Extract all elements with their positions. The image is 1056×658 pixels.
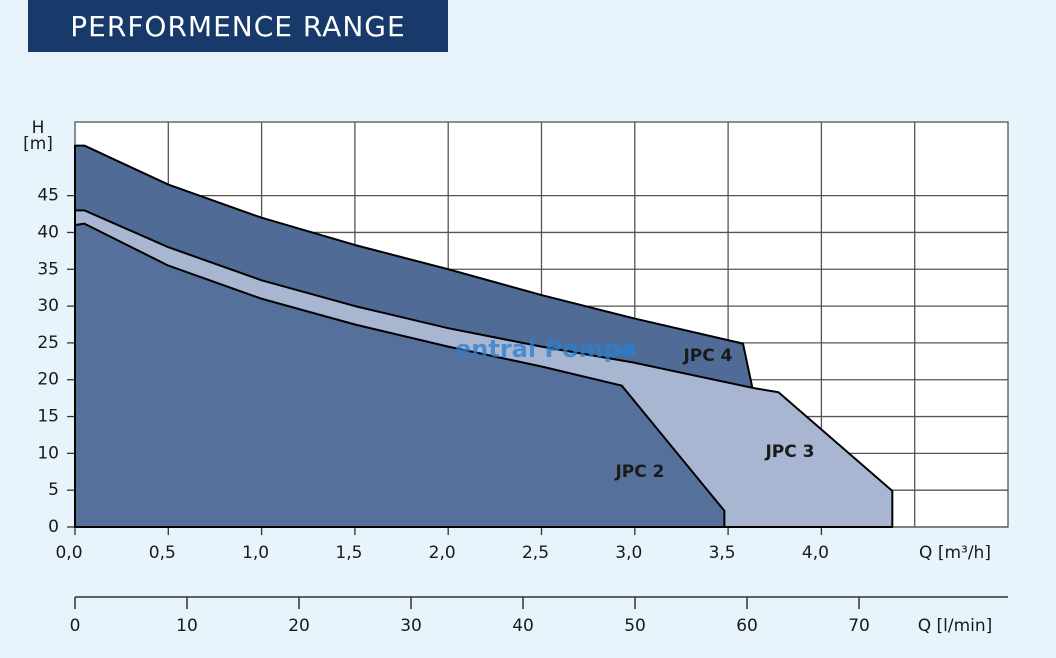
x2-tick-label: 60 (736, 616, 758, 636)
y-tick-label: 5 (48, 480, 59, 500)
x-tick-label: 3,5 (709, 543, 736, 563)
title-box (28, 0, 448, 52)
x-tick-label: 3,0 (615, 543, 642, 563)
x2-tick-label: 50 (624, 616, 646, 636)
x-axis-label: Q [m³/h] (919, 543, 991, 563)
y-tick-label: 45 (37, 186, 59, 206)
watermark-suffix: .COM (600, 345, 636, 359)
y-tick-label: 25 (37, 333, 59, 353)
y-tick-label: 0 (48, 517, 59, 537)
x-tick-label: 0,5 (149, 543, 176, 563)
x2-tick-label: 0 (70, 616, 81, 636)
x-tick-label: 1,5 (335, 543, 362, 563)
watermark: entral Pompa (455, 335, 637, 363)
x2-tick-label: 30 (400, 616, 422, 636)
x2-axis-label: Q [l/min] (918, 616, 993, 636)
chart-title: PERFORMENCE RANGE (70, 10, 405, 43)
x2-tick-label: 10 (176, 616, 198, 636)
series-label: JPC 4 (682, 346, 732, 366)
y-tick-label: 20 (37, 370, 59, 390)
y-tick-label: 10 (37, 443, 59, 463)
x-tick-label: 1,0 (242, 543, 269, 563)
x-tick-label: 2,5 (522, 543, 549, 563)
x-tick-label: 2,0 (429, 543, 456, 563)
performance-area (74, 222, 726, 528)
x2-tick-label: 70 (848, 616, 870, 636)
y-tick-label: 30 (37, 296, 59, 316)
y-axis-label: H (32, 118, 45, 138)
series-label: JPC 3 (764, 442, 814, 462)
series-label: JPC 2 (614, 462, 664, 482)
y-tick-label: 15 (37, 407, 59, 427)
x-tick-label: 4,0 (802, 543, 829, 563)
y-axis-unit: [m] (23, 134, 53, 154)
y-tick-label: 40 (37, 222, 59, 242)
x-tick-label: 0,0 (55, 543, 82, 563)
x2-tick-label: 20 (288, 616, 310, 636)
y-tick-label: 35 (37, 259, 59, 279)
x2-tick-label: 40 (512, 616, 534, 636)
